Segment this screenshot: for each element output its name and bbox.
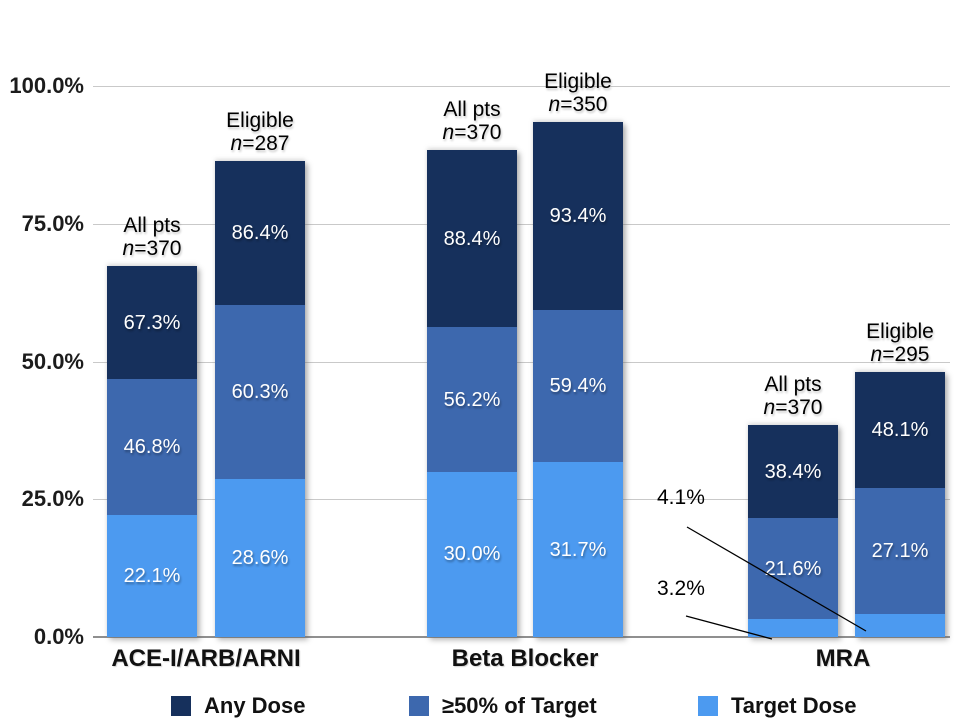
bar-group-label-all-pts: All pts n=370: [718, 373, 868, 419]
legend-swatch-50-of-target: [409, 696, 429, 716]
value-label-target-dose: 30.0%: [443, 543, 501, 566]
value-label-ge50-of-target: 60.3%: [231, 381, 289, 404]
bar-mra-eligible: 48.1% 27.1%: [855, 371, 945, 637]
bar-ace-i-arb-arni-all-pts: 67.3% 46.8% 22.1%: [107, 266, 197, 637]
segment-ge50-of-target: [215, 304, 305, 480]
bar-group-label-eligible: Eligible n=350: [503, 70, 653, 116]
value-label-target-dose: 28.6%: [231, 547, 289, 570]
segment-ge50-of-target: [855, 487, 945, 615]
segment-target-dose: [533, 462, 623, 637]
bar-beta-blocker-eligible: 93.4% 59.4% 31.7%: [533, 122, 623, 637]
legend-label: Any Dose: [204, 693, 306, 718]
value-label-any-dose: 48.1%: [871, 418, 929, 441]
legend-swatch-any-dose: [171, 696, 191, 716]
value-label-ge50-of-target: 46.8%: [123, 436, 181, 459]
value-label-any-dose: 38.4%: [764, 460, 822, 483]
callout-label-3-2: 3.2%: [657, 577, 705, 600]
value-label-any-dose: 88.4%: [443, 227, 501, 250]
y-tick-label-100: 100.0%: [9, 73, 84, 98]
value-label-ge50-of-target: 27.1%: [871, 540, 929, 563]
segment-target-dose: [748, 619, 838, 637]
gridline-0: [93, 636, 950, 638]
bar-population-label: Eligible: [544, 70, 612, 94]
gridline-25: [93, 499, 950, 501]
bar-n-label: n=295: [870, 342, 930, 366]
bar-n-label: n=370: [122, 237, 182, 261]
bar-population-label: All pts: [764, 373, 822, 397]
bar-population-label: All pts: [443, 97, 501, 121]
gridline-100: [93, 86, 950, 87]
bar-ace-i-arb-arni-eligible: 86.4% 60.3% 28.6%: [215, 160, 305, 637]
legend-item-any-dose: Any Dose: [171, 693, 305, 719]
value-label-any-dose: 67.3%: [123, 311, 181, 334]
gridline-75: [93, 223, 950, 225]
legend-swatch-target-dose: [698, 696, 718, 716]
value-label-target-dose: 31.7%: [549, 538, 607, 561]
segment-target-dose: [855, 614, 945, 637]
segment-target-dose: [107, 515, 197, 637]
bar-n-label: n=350: [548, 93, 608, 117]
bar-population-label: All pts: [123, 214, 181, 238]
bar-n-label: n=370: [442, 120, 502, 144]
bar-group-label-eligible: Eligible n=295: [825, 320, 960, 366]
legend-label: ≥50% of Target: [442, 693, 597, 718]
bar-population-label: Eligible: [866, 319, 934, 343]
value-label-any-dose: 93.4%: [549, 205, 607, 228]
y-tick-label-50: 50.0%: [21, 348, 84, 374]
bar-group-label-all-pts: All pts n=370: [397, 98, 547, 144]
value-label-ge50-of-target: 56.2%: [443, 388, 501, 411]
segment-target-dose: [215, 479, 305, 637]
y-tick-label-75: 75.0%: [21, 210, 84, 236]
bar-beta-blocker-all-pts: 88.4% 56.2% 30.0%: [427, 149, 517, 637]
callout-label-4-1: 4.1%: [657, 486, 705, 509]
legend-item-target-dose: Target Dose: [698, 693, 857, 719]
legend-label: Target Dose: [731, 693, 857, 718]
value-label-ge50-of-target: 59.4%: [549, 375, 607, 397]
segment-ge50-of-target: [107, 379, 197, 516]
bar-n-label: n=370: [763, 396, 823, 420]
bar-population-label: Eligible: [226, 108, 294, 132]
segment-any-dose: [107, 266, 197, 380]
segment-any-dose: [855, 371, 945, 488]
legend-item-50-of-target: ≥50% of Target: [409, 693, 597, 719]
segment-target-dose: [427, 471, 517, 637]
segment-any-dose: [215, 160, 305, 305]
category-label-mra: MRA: [815, 645, 871, 672]
value-label-ge50-of-target: 21.6%: [764, 557, 822, 580]
y-tick-label-25: 25.0%: [21, 486, 84, 512]
segment-any-dose: [427, 149, 517, 328]
value-label-target-dose: 22.1%: [123, 565, 181, 588]
y-tick-label-0: 0.0%: [33, 624, 84, 649]
bar-mra-all-pts: 38.4% 21.6%: [748, 425, 838, 637]
segment-any-dose: [533, 122, 623, 310]
bar-group-label-eligible: Eligible n=287: [185, 109, 335, 155]
segment-ge50-of-target: [427, 327, 517, 472]
category-label-beta-blocker: Beta Blocker: [451, 645, 599, 672]
bar-n-label: n=287: [230, 131, 290, 155]
value-label-any-dose: 86.4%: [231, 221, 289, 244]
bar-group-label-all-pts: All pts n=370: [77, 214, 227, 260]
category-label-ace-i-arb-arni: ACE-I/ARB/ARNI: [111, 645, 301, 672]
gridline-50: [93, 361, 950, 363]
segment-any-dose: [748, 425, 838, 518]
segment-ge50-of-target: [533, 309, 623, 463]
